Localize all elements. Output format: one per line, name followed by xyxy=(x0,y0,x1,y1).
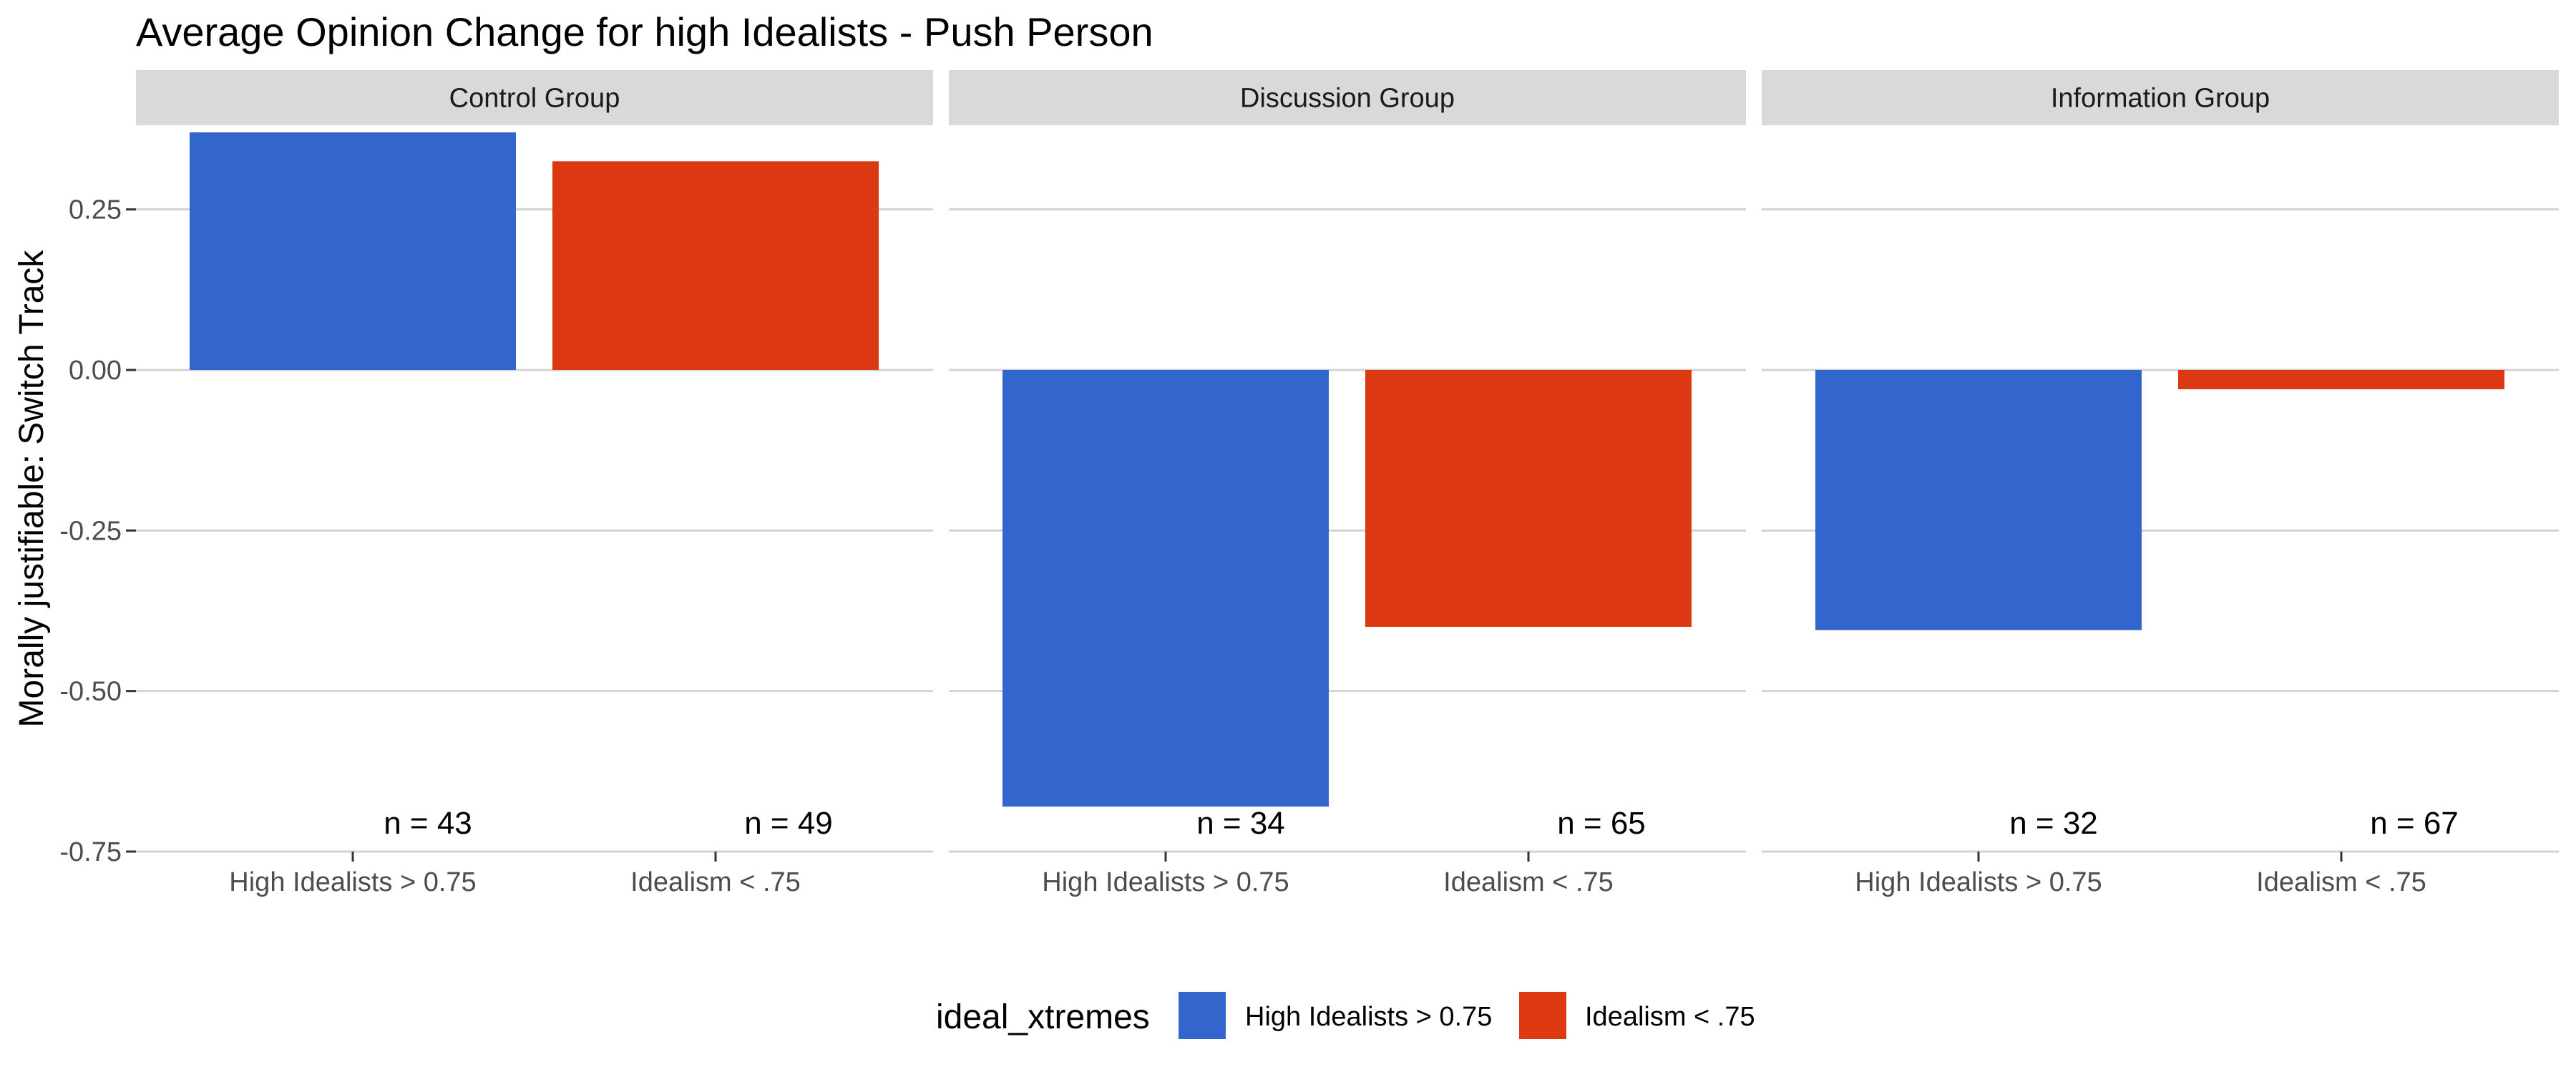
facet-strip xyxy=(949,70,1746,125)
legend-label: High Idealists > 0.75 xyxy=(1245,1002,1492,1032)
legend-label: Idealism < .75 xyxy=(1585,1002,1755,1032)
facet-strip xyxy=(136,70,933,125)
bar-high-idealists xyxy=(1815,369,2142,630)
legend-title: ideal_xtremes xyxy=(936,998,1150,1036)
chart-title: Average Opinion Change for high Idealist… xyxy=(136,9,1153,54)
facet-strip xyxy=(1762,70,2559,125)
n-label: n = 32 xyxy=(2009,806,2098,841)
facet-strip-label: Information Group xyxy=(2051,84,2270,114)
bar-high-idealists xyxy=(1002,369,1329,807)
n-label: n = 43 xyxy=(384,806,472,841)
facet-strip-label: Discussion Group xyxy=(1240,84,1455,114)
y-tick-label: -0.75 xyxy=(59,837,122,867)
x-tick-label: Idealism < .75 xyxy=(630,867,801,897)
n-label: n = 67 xyxy=(2370,806,2459,841)
x-tick-label: High Idealists > 0.75 xyxy=(229,867,476,897)
bar-idealism-low xyxy=(2178,369,2504,389)
y-tick-label: 0.25 xyxy=(69,195,122,225)
facet-strip-label: Control Group xyxy=(449,84,620,114)
n-label: n = 49 xyxy=(744,806,833,841)
x-tick-label: High Idealists > 0.75 xyxy=(1042,867,1289,897)
y-tick-label: -0.25 xyxy=(59,516,122,546)
y-tick-label: 0.00 xyxy=(69,356,122,386)
bar-idealism-low xyxy=(1365,369,1692,627)
n-label: n = 34 xyxy=(1196,806,1285,841)
n-label: n = 65 xyxy=(1557,806,1646,841)
x-tick-label: Idealism < .75 xyxy=(1443,867,1614,897)
bar-idealism-low xyxy=(552,161,879,370)
x-tick-label: Idealism < .75 xyxy=(2256,867,2426,897)
legend-key xyxy=(1179,992,1226,1039)
bar-high-idealists xyxy=(190,132,516,370)
y-axis-title: Morally justifiable: Switch Track xyxy=(13,250,51,728)
x-tick-label: High Idealists > 0.75 xyxy=(1855,867,2102,897)
y-tick-label: -0.50 xyxy=(59,677,122,707)
legend-key xyxy=(1519,992,1566,1039)
